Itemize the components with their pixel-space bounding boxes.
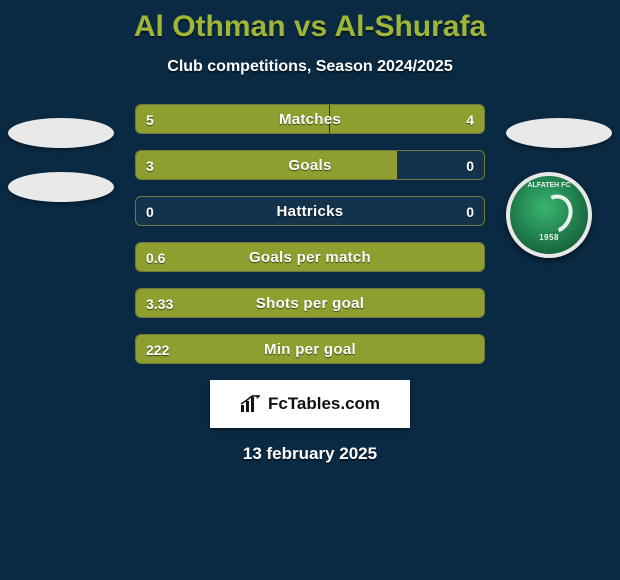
stat-label: Goals per match [136,243,484,272]
stat-row: 3.33Shots per goal [135,288,485,318]
stat-label: Shots per goal [136,289,484,318]
stat-row: 0.6Goals per match [135,242,485,272]
stat-row: 30Goals [135,150,485,180]
brand-text: FcTables.com [268,394,380,414]
comparison-bars: 54Matches 30Goals 00Hattricks 0.6Goals per … [135,104,485,364]
stat-row: 222Min per goal [135,334,485,364]
club-logo-swoosh [531,189,579,240]
left-player-avatar-placeholder [8,118,114,148]
right-club-logo: ALFATEH FC 1958 [506,172,592,258]
date-text: 13 february 2025 [0,444,620,464]
club-logo-top-text: ALFATEH FC [510,182,588,189]
stat-label: Min per goal [136,335,484,364]
page-title: Al Othman vs Al-Shurafa [0,0,620,44]
right-player-avatar-placeholder [506,118,612,148]
club-logo-year: 1958 [510,233,588,242]
right-team-badges: ALFATEH FC 1958 [506,118,612,258]
brand-chart-icon [240,395,262,413]
stat-label: Matches [136,105,484,134]
left-team-badges [8,118,114,226]
stat-row: 00Hattricks [135,196,485,226]
stat-label: Hattricks [136,197,484,226]
subtitle: Club competitions, Season 2024/2025 [0,58,620,76]
brand-box: FcTables.com [210,380,410,428]
stat-label: Goals [136,151,484,180]
left-club-logo-placeholder [8,172,114,202]
stat-row: 54Matches [135,104,485,134]
